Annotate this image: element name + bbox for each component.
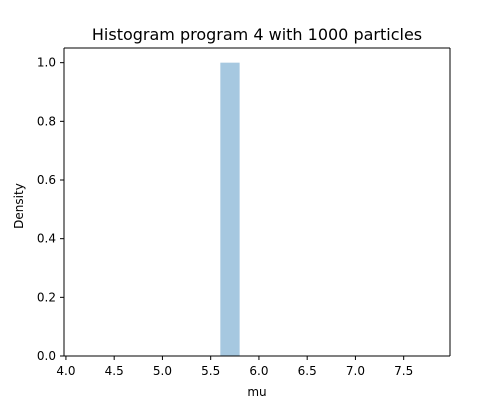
y-tick-label: 0.2 <box>37 290 56 304</box>
y-tick-label: 0.8 <box>37 114 56 128</box>
bars-group <box>220 62 240 357</box>
y-tick-label: 0.4 <box>37 232 56 246</box>
x-axis-label: mu <box>247 385 266 399</box>
x-tick-label: 6.0 <box>249 364 268 378</box>
chart-title: Histogram program 4 with 1000 particles <box>92 25 422 44</box>
histogram-bar <box>220 62 240 357</box>
axes-group <box>63 47 451 357</box>
x-tick-label: 4.0 <box>56 364 75 378</box>
x-tick-label: 4.5 <box>105 364 124 378</box>
x-ticks-group: 4.0 4.5 5.0 5.5 6.0 6.5 7.0 7.5 <box>56 356 413 378</box>
x-tick-label: 6.5 <box>298 364 317 378</box>
y-tick-label: 0.6 <box>37 173 56 187</box>
y-tick-label: 0.0 <box>37 349 56 363</box>
x-tick-label: 7.5 <box>394 364 413 378</box>
y-axis-label: Density <box>12 183 26 229</box>
y-tick-label: 1.0 <box>37 56 56 70</box>
x-tick-label: 7.0 <box>346 364 365 378</box>
y-ticks-group: 0.0 0.2 0.4 0.6 0.8 1.0 <box>37 56 64 363</box>
x-tick-label: 5.0 <box>153 364 172 378</box>
x-tick-label: 5.5 <box>201 364 220 378</box>
